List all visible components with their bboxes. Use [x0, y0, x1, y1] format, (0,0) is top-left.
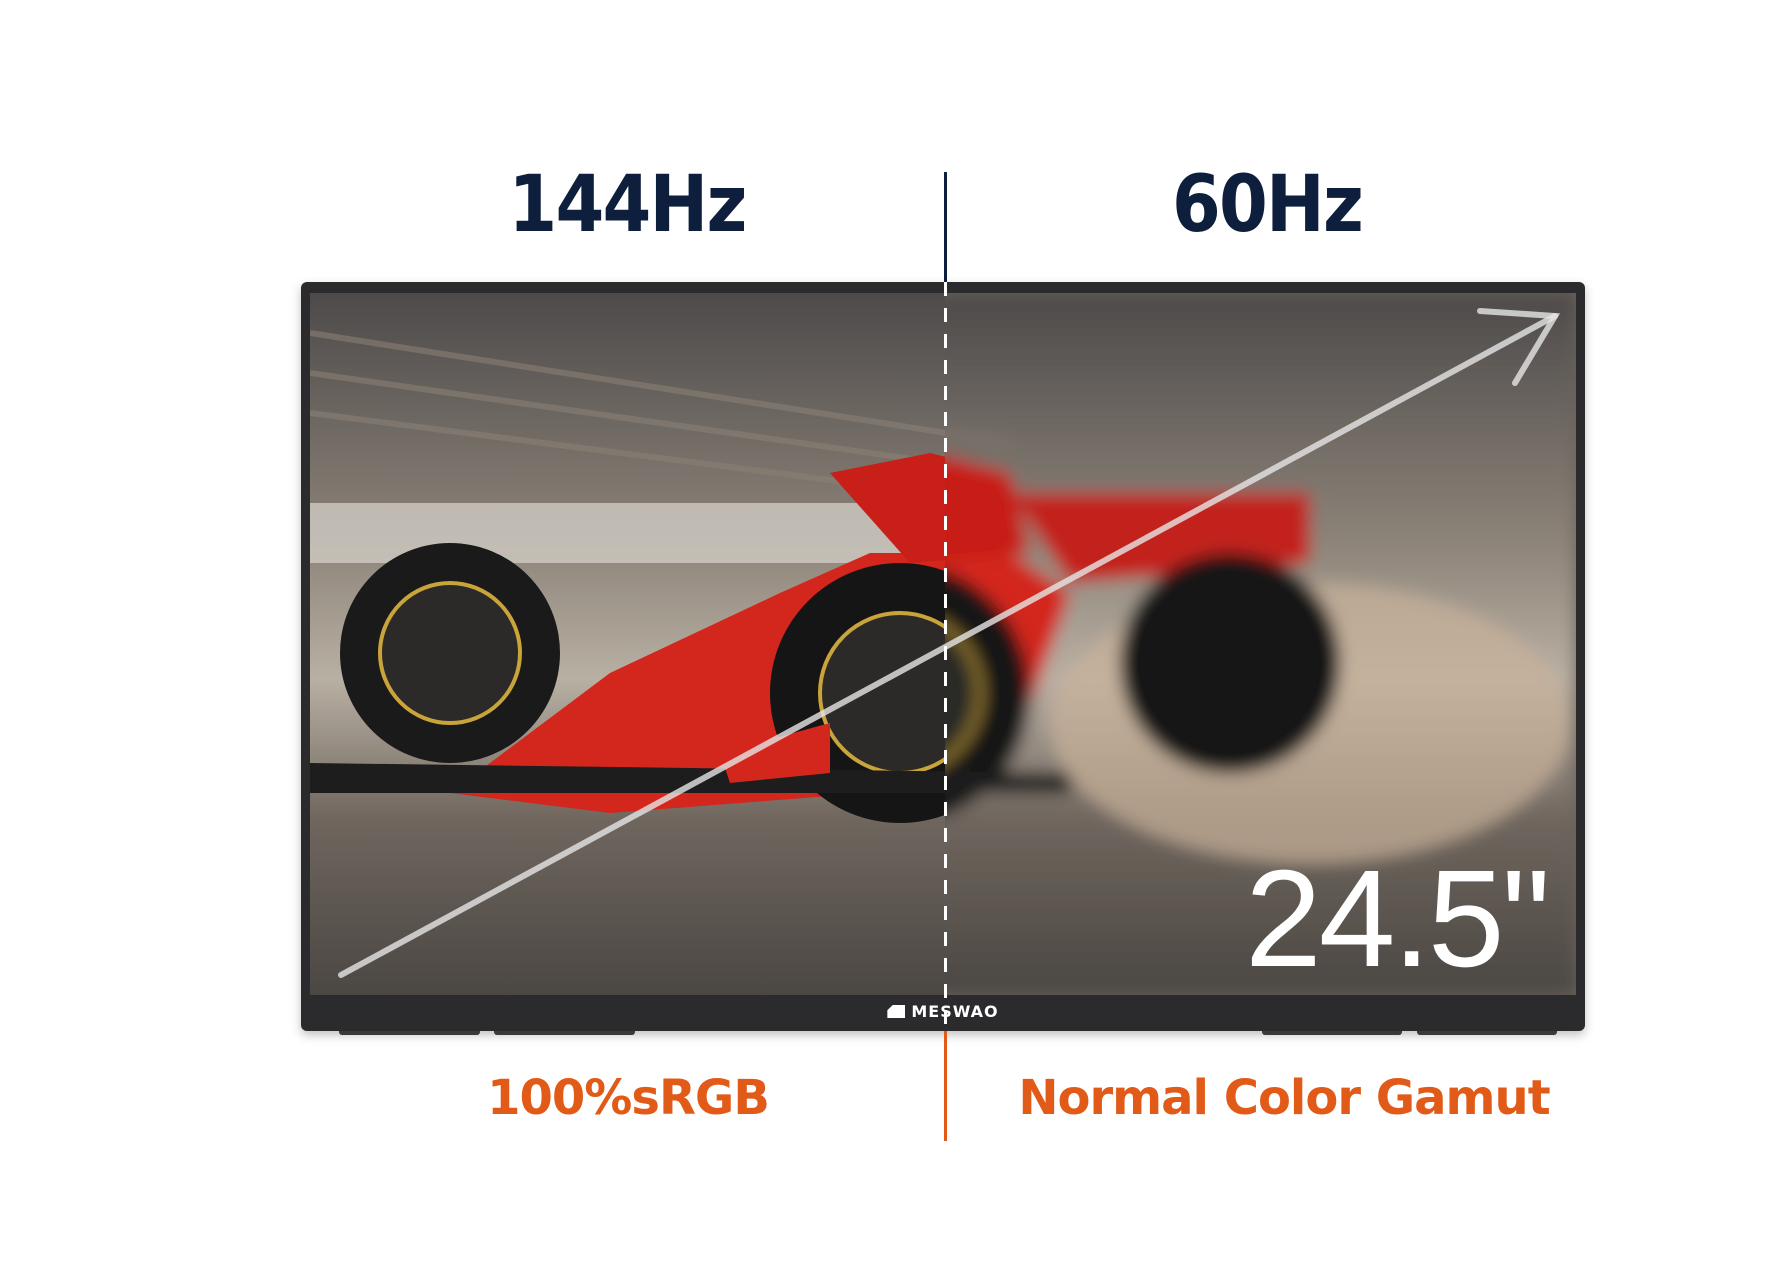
monitor-screen [310, 293, 1576, 995]
monitor: MESWAO [301, 282, 1585, 1031]
monitor-foot [494, 1031, 635, 1035]
race-car-scene [310, 293, 1576, 995]
meswao-logo: MESWAO [301, 1002, 1585, 1021]
monitor-foot [1417, 1031, 1557, 1035]
color-gamut-normal-label: Normal Color Gamut [1018, 1070, 1550, 1126]
refresh-rate-144hz-label: 144Hz [508, 160, 747, 250]
screen-size-label: 24.5" [1245, 842, 1551, 996]
color-gamut-srgb-label: 100%sRGB [487, 1070, 770, 1126]
dashed-divider [944, 282, 947, 1031]
monitor-foot [1262, 1031, 1402, 1035]
bottom-divider [944, 1031, 947, 1141]
meswao-logo-icon [887, 1005, 906, 1018]
diagonal-arrow-icon [338, 308, 1561, 978]
monitor-foot [339, 1031, 480, 1035]
brand-name: MESWAO [911, 1002, 999, 1021]
top-divider [944, 172, 947, 284]
refresh-rate-60hz-label: 60Hz [1171, 160, 1364, 250]
